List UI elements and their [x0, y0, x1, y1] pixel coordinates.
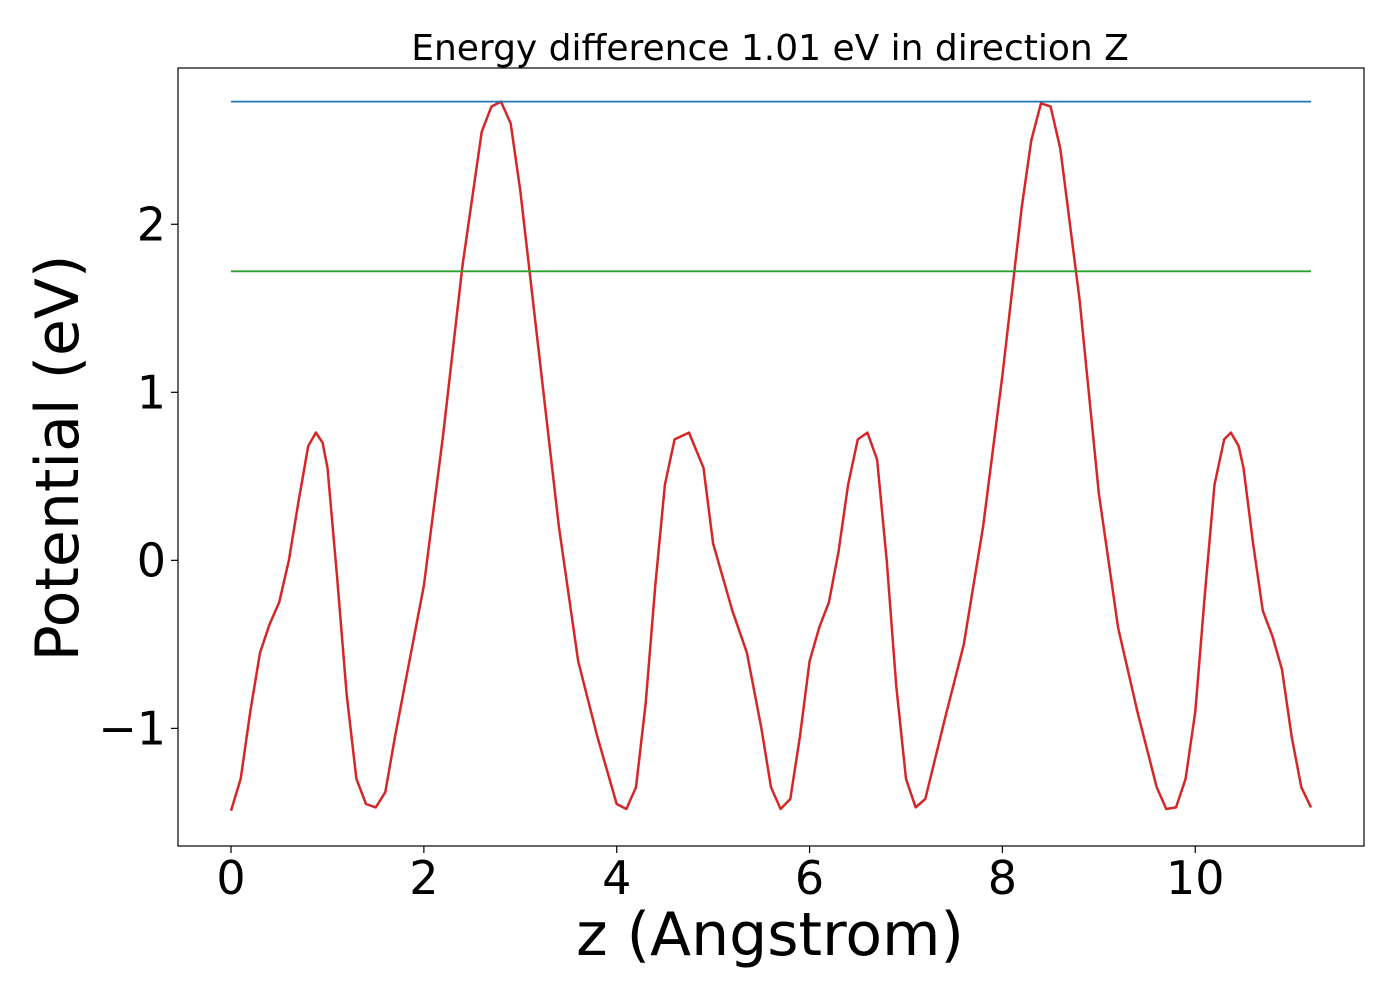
y-tick-label: 1 — [137, 365, 166, 419]
y-tick-label: 2 — [137, 197, 166, 251]
x-tick-label: 4 — [602, 851, 631, 905]
y-tick-label: −1 — [98, 701, 166, 755]
y-tick-label: 0 — [137, 533, 166, 587]
x-tick-label: 6 — [795, 851, 824, 905]
x-tick-label: 0 — [216, 851, 245, 905]
y-axis-label: Potential (eV) — [23, 255, 93, 662]
chart-title: Energy difference 1.01 eV in direction Z — [411, 28, 1129, 69]
x-axis-ticks: 0 2 4 6 8 10 — [216, 846, 1225, 905]
x-tick-label: 8 — [988, 851, 1017, 905]
plot-frame — [177, 67, 1365, 847]
potential-curve — [229, 100, 1313, 812]
x-tick-label: 10 — [1166, 851, 1225, 905]
x-tick-label: 2 — [409, 851, 438, 905]
x-axis-label: z (Angstrom) — [576, 900, 964, 970]
y-axis-ticks: −1 0 1 2 — [98, 197, 178, 755]
series-layer — [229, 100, 1313, 812]
